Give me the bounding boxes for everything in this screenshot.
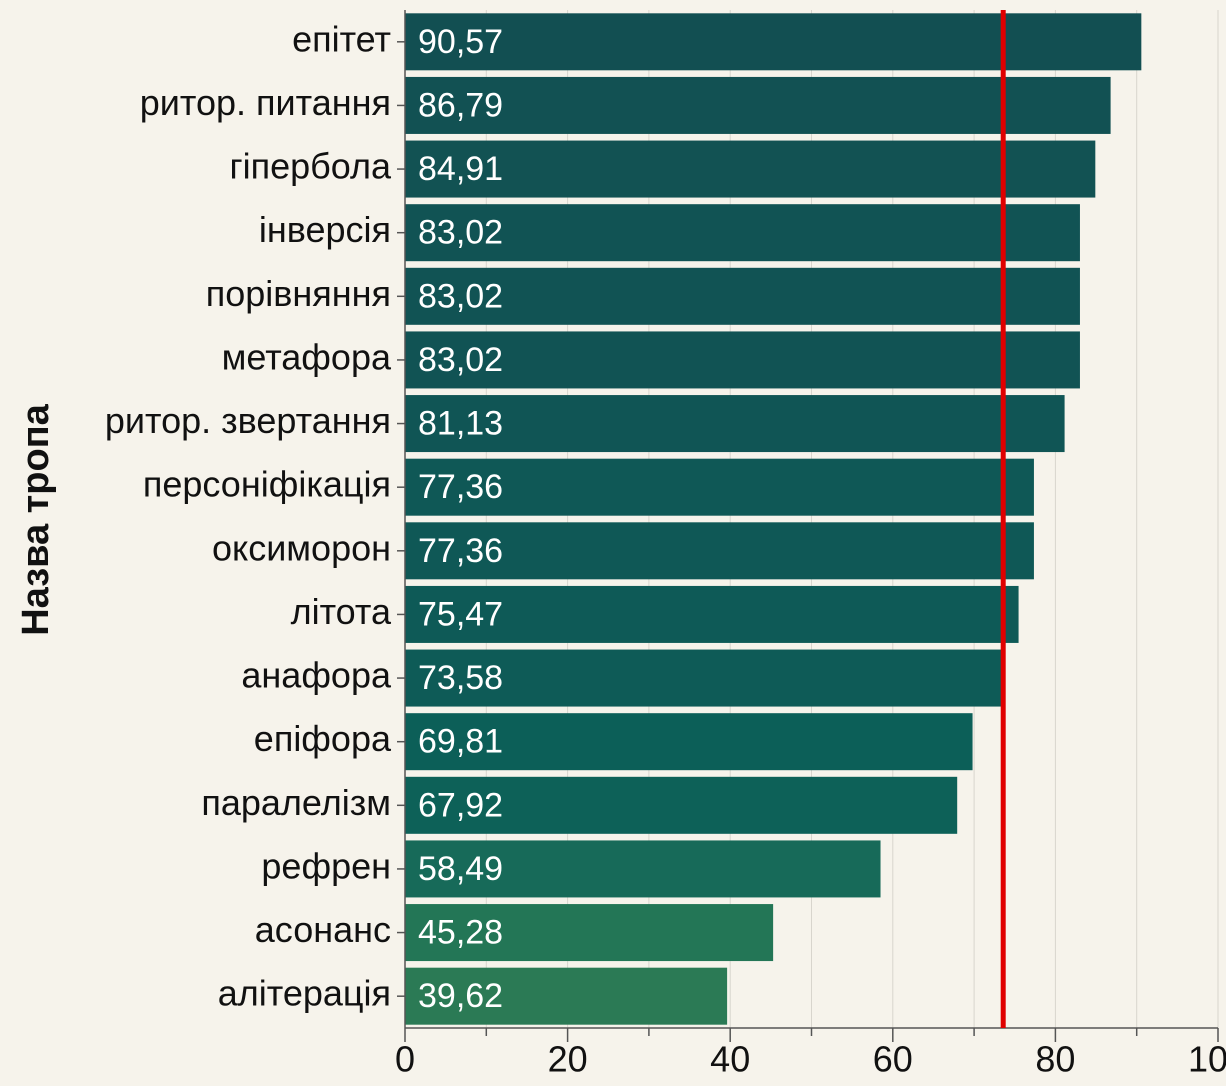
bar <box>405 458 1034 516</box>
y-tick-label: персоніфікація <box>143 464 391 505</box>
value-label: 86,79 <box>418 86 503 124</box>
value-label: 67,92 <box>418 786 503 824</box>
bar <box>405 967 728 1025</box>
value-label: 84,91 <box>418 150 503 188</box>
y-tick-label: ритор. питання <box>140 82 391 123</box>
value-label: 77,36 <box>418 468 503 506</box>
value-label: 90,57 <box>418 23 503 61</box>
y-tick-label: анафора <box>241 655 392 696</box>
bar <box>405 649 1004 707</box>
y-tick-label: епіфора <box>254 718 392 759</box>
x-tick-label: 20 <box>548 1039 588 1080</box>
y-tick-label: ритор. звертання <box>105 400 391 441</box>
x-tick-label: 40 <box>710 1039 750 1080</box>
value-label: 81,13 <box>418 405 503 443</box>
y-tick-label: асонанс <box>255 909 391 950</box>
bar <box>405 76 1111 134</box>
bar <box>405 395 1065 453</box>
value-label: 58,49 <box>418 850 503 888</box>
bar <box>405 585 1019 643</box>
bar <box>405 776 958 834</box>
value-label: 83,02 <box>418 341 503 379</box>
value-label: 73,58 <box>418 659 503 697</box>
y-tick-label: алітерація <box>218 973 391 1014</box>
bar <box>405 204 1080 262</box>
value-label: 45,28 <box>418 914 503 952</box>
bar <box>405 713 973 771</box>
y-tick-label: оксиморон <box>212 527 391 568</box>
value-label: 77,36 <box>418 532 503 570</box>
bar <box>405 522 1034 580</box>
y-tick-label: метафора <box>222 336 392 377</box>
value-label: 83,02 <box>418 277 503 315</box>
x-tick-label: 80 <box>1035 1039 1075 1080</box>
bar <box>405 267 1080 325</box>
bar <box>405 331 1080 389</box>
y-tick-label: літота <box>291 591 392 632</box>
y-tick-label: порівняння <box>206 273 391 314</box>
bar <box>405 13 1142 71</box>
y-tick-label: епітет <box>292 18 391 59</box>
x-tick-label: 60 <box>873 1039 913 1080</box>
y-tick-label: рефрен <box>261 845 391 886</box>
y-tick-label: гіпербола <box>229 146 392 187</box>
value-label: 39,62 <box>418 977 503 1015</box>
bar <box>405 840 881 898</box>
x-tick-label: 0 <box>395 1039 415 1080</box>
y-tick-label: паралелізм <box>201 782 391 823</box>
y-axis-title: Назва тропа <box>15 403 57 635</box>
value-label: 75,47 <box>418 595 503 633</box>
x-tick-label: 100 <box>1188 1039 1226 1080</box>
value-label: 69,81 <box>418 723 503 761</box>
bar <box>405 140 1096 198</box>
bar <box>405 904 774 962</box>
y-tick-label: інверсія <box>259 209 391 250</box>
value-label: 83,02 <box>418 214 503 252</box>
